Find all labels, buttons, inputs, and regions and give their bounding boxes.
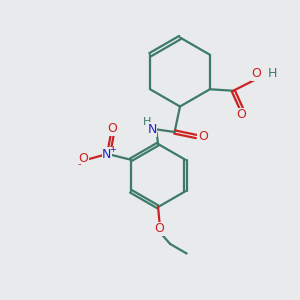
Text: -: - [78,159,81,169]
Text: +: + [110,146,116,154]
Text: O: O [237,108,247,121]
Text: H: H [143,116,151,127]
Text: O: O [155,222,164,236]
Text: H: H [268,68,277,80]
Text: O: O [198,130,208,143]
Text: O: O [251,68,261,80]
Text: O: O [107,122,117,135]
Text: O: O [78,152,88,165]
Text: N: N [147,123,157,136]
Text: N: N [102,148,112,161]
